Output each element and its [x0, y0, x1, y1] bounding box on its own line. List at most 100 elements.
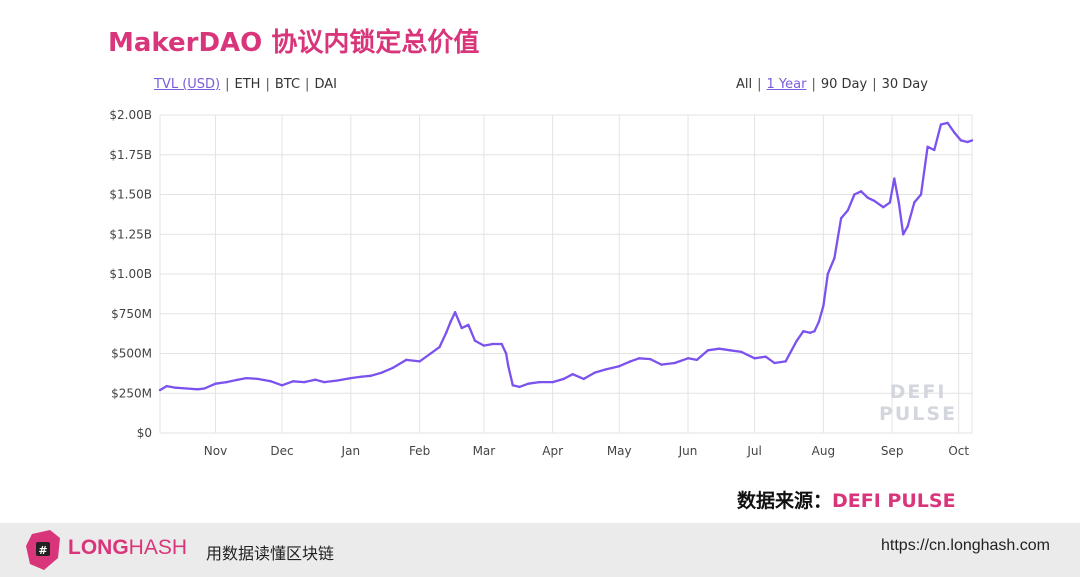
- data-point: [784, 360, 787, 363]
- data-point: [853, 193, 856, 196]
- data-point: [970, 139, 974, 142]
- unit-btc[interactable]: BTC: [274, 77, 301, 92]
- data-source: 数据来源：DEFI PULSE: [737, 486, 956, 513]
- footer-bar: # LONGHASH 用数据读懂区块链 https://cn.longhash.…: [0, 523, 1080, 577]
- data-point: [453, 310, 457, 314]
- data-point: [360, 375, 364, 378]
- data-point: [706, 349, 710, 352]
- data-point: [256, 377, 259, 381]
- data-point: [939, 123, 943, 126]
- watermark-line-2: PULSE: [879, 403, 957, 425]
- x-axis: Nov Dec Jan Feb Mar Apr May Jun Jul Aug Sep Oct: [204, 444, 970, 458]
- unit-dai[interactable]: DAI: [314, 77, 337, 92]
- data-point: [196, 388, 199, 391]
- data-point: [174, 386, 177, 389]
- data-point: [913, 201, 916, 204]
- data-point: [236, 378, 239, 381]
- data-point: [538, 380, 541, 384]
- data-point: [817, 320, 821, 323]
- data-point: [822, 304, 825, 307]
- data-point: [740, 350, 743, 354]
- separator: |: [225, 77, 230, 92]
- data-point: [391, 366, 395, 370]
- data-point: [618, 365, 621, 368]
- data-point: [897, 201, 900, 204]
- data-point: [919, 193, 923, 196]
- range-30-day[interactable]: 30 Day: [881, 77, 928, 92]
- source-name: DEFI PULSE: [832, 490, 956, 512]
- range-90-day[interactable]: 90 Day: [820, 77, 868, 92]
- data-point: [906, 225, 909, 228]
- chart-title: MakerDAO 协议内锁定总价值: [108, 28, 480, 58]
- site-url[interactable]: https://cn.longhash.com: [881, 537, 1050, 554]
- data-point: [303, 380, 306, 384]
- separator: |: [265, 77, 270, 92]
- data-point: [893, 177, 896, 180]
- data-point: [764, 355, 767, 358]
- data-point: [638, 357, 641, 360]
- data-point: [695, 358, 699, 362]
- x-tick-label: Mar: [473, 444, 496, 458]
- data-point: [808, 331, 812, 335]
- data-point: [444, 331, 448, 335]
- data-point: [826, 272, 829, 276]
- brand-name: LONGHASH: [68, 536, 187, 560]
- data-point: [753, 357, 756, 360]
- range-selector: All | 1 Year | 90 Day | 30 Day: [736, 77, 928, 92]
- separator: |: [757, 77, 762, 92]
- svg-text:#: #: [38, 544, 47, 557]
- data-point: [902, 233, 905, 236]
- data-point: [728, 349, 732, 352]
- y-tick-label: $2.00B: [109, 108, 152, 122]
- data-point: [813, 330, 816, 333]
- data-point: [449, 320, 452, 323]
- data-point: [482, 344, 486, 347]
- y-tick-label: $750M: [111, 307, 152, 321]
- data-point: [888, 201, 892, 204]
- data-point: [946, 121, 949, 125]
- data-points: [158, 121, 974, 392]
- unit-eth[interactable]: ETH: [234, 77, 261, 92]
- separator: |: [811, 77, 816, 92]
- data-point: [660, 363, 663, 366]
- data-point: [959, 139, 963, 142]
- data-point: [269, 380, 273, 383]
- data-point: [291, 380, 295, 383]
- data-point: [562, 377, 565, 381]
- brand-hash: HASH: [128, 536, 188, 559]
- data-point: [859, 190, 863, 193]
- x-tick-label: Nov: [204, 444, 227, 458]
- range-1-year[interactable]: 1 Year: [766, 77, 807, 92]
- y-tick-label: $1.00B: [109, 267, 152, 281]
- data-point: [686, 357, 690, 360]
- y-tick-label: $0: [137, 426, 152, 440]
- data-point: [966, 140, 969, 144]
- y-tick-label: $500M: [111, 347, 152, 361]
- data-point: [280, 384, 284, 387]
- separator: |: [872, 77, 877, 92]
- data-point: [953, 131, 956, 134]
- data-point: [380, 371, 384, 374]
- data-point: [873, 199, 876, 203]
- range-all[interactable]: All: [736, 77, 753, 92]
- data-point: [846, 209, 849, 212]
- data-point: [405, 358, 408, 362]
- x-tick-label: Jan: [341, 444, 361, 458]
- watermark: DEFI PULSE: [879, 381, 957, 425]
- unit-tvl-usd[interactable]: TVL (USD): [154, 77, 221, 92]
- series-line-tvl: [159, 121, 973, 392]
- data-point: [314, 378, 317, 381]
- data-point: [369, 374, 372, 377]
- source-label: 数据来源：: [737, 490, 833, 512]
- data-point: [649, 357, 652, 361]
- data-point: [717, 347, 721, 350]
- data-point: [518, 385, 521, 389]
- x-tick-label: Apr: [542, 444, 563, 458]
- data-point: [203, 387, 206, 390]
- data-point: [933, 148, 936, 152]
- data-point: [882, 206, 885, 209]
- data-point: [802, 330, 805, 333]
- data-point: [582, 377, 585, 381]
- brand-long: LONG: [68, 536, 129, 559]
- data-point: [839, 217, 843, 220]
